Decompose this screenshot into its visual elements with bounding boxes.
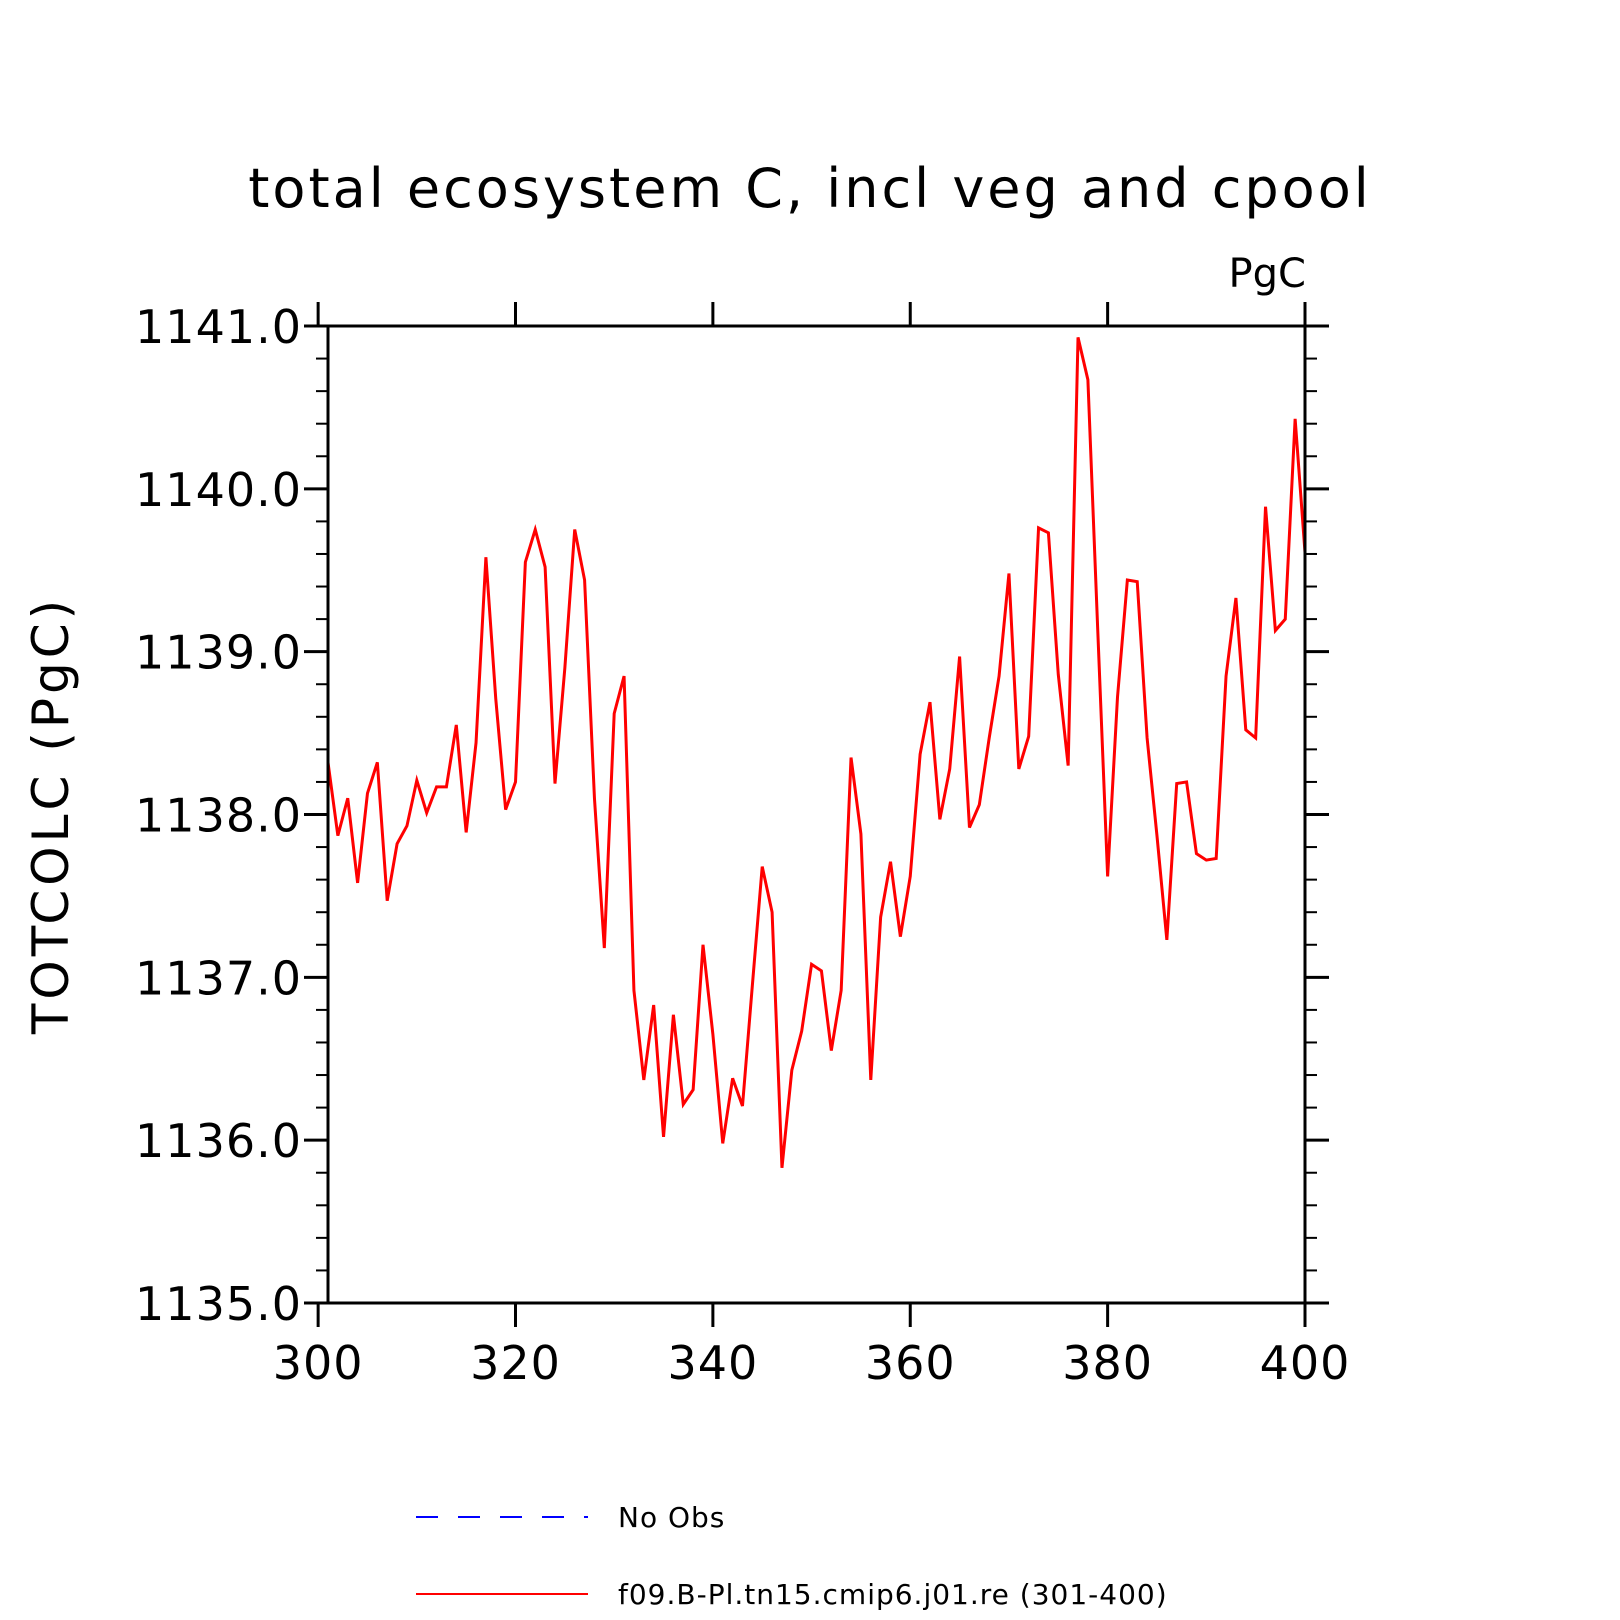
y-tick-label: 1137.0	[135, 951, 302, 1005]
y-axis-label: TOTCOLC (PgC)	[22, 596, 80, 1035]
y-tick-label: 1138.0	[135, 789, 302, 843]
plot-frame	[326, 324, 1307, 1305]
y-tick-label: 1136.0	[135, 1114, 302, 1168]
x-tick-label: 320	[470, 1336, 561, 1390]
y-tick-labels: 1135.0 1136.0 1137.0 1138.0 1139.0 1140.0 1141…	[135, 300, 302, 1331]
plot-area	[326, 337, 1307, 1169]
y-tick-label: 1140.0	[135, 463, 302, 517]
y-tick-label: 1135.0	[135, 1277, 302, 1331]
x-tick-label: 400	[1260, 1336, 1351, 1390]
legend-label-model: f09.B-Pl.tn15.cmip6.j01.re (301-400)	[618, 1578, 1168, 1611]
x-tick-label: 360	[865, 1336, 956, 1390]
legend-label-no-obs: No Obs	[618, 1501, 725, 1534]
axis-ticks	[304, 302, 1329, 1327]
y-tick-label: 1139.0	[135, 626, 302, 680]
x-tick-label: 340	[667, 1336, 758, 1390]
series-line	[326, 337, 1307, 1169]
y-tick-label: 1141.0	[135, 300, 302, 354]
chart-title: total ecosystem C, incl veg and cpool	[248, 157, 1372, 220]
legend: No Obs f09.B-Pl.tn15.cmip6.j01.re (301-4…	[416, 1501, 1168, 1611]
units-label: PgC	[1229, 251, 1306, 297]
x-tick-label: 380	[1062, 1336, 1153, 1390]
x-tick-label: 300	[273, 1336, 364, 1390]
x-tick-labels: 300 320 340 360 380 400	[273, 1336, 1351, 1390]
